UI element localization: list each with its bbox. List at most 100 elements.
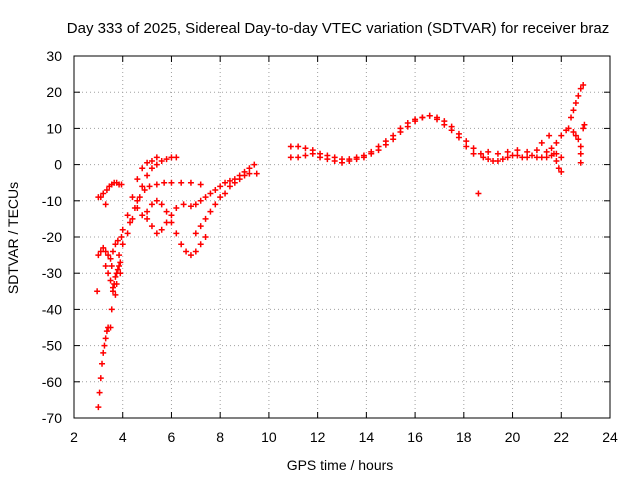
data-point (553, 139, 560, 146)
data-point (217, 183, 224, 190)
data-point (302, 152, 309, 159)
data-point (514, 147, 521, 154)
data-point (153, 161, 160, 168)
data-point (161, 179, 168, 186)
data-point (148, 201, 155, 208)
data-point (212, 186, 219, 193)
data-point (494, 157, 501, 164)
data-point (117, 259, 124, 266)
data-point (448, 127, 455, 134)
y-tick-label: 0 (54, 157, 62, 173)
data-point (178, 241, 185, 248)
x-axis-title: GPS time / hours (287, 457, 394, 473)
y-tick-label: -30 (42, 265, 62, 281)
data-point (100, 349, 107, 356)
series-outlier (475, 190, 482, 197)
data-point (129, 194, 136, 201)
data-point (144, 208, 151, 215)
data-point (477, 150, 484, 157)
data-point (236, 176, 243, 183)
data-point (108, 262, 115, 269)
x-tick-label: 20 (505, 429, 521, 445)
data-point (524, 154, 531, 161)
data-point (295, 143, 302, 150)
data-point (207, 190, 214, 197)
data-point (109, 248, 116, 255)
data-point (360, 154, 367, 161)
data-point (144, 172, 151, 179)
series-evening_drop (550, 150, 565, 175)
data-point (153, 197, 160, 204)
y-tick-label: -60 (42, 374, 62, 390)
data-point (463, 138, 470, 145)
series-rising_arc_a (118, 154, 180, 248)
data-point (246, 165, 253, 172)
y-tick-label: -40 (42, 301, 62, 317)
data-point (295, 154, 302, 161)
data-point (353, 156, 360, 163)
data-point (192, 248, 199, 255)
data-point (548, 145, 555, 152)
data-point (581, 121, 588, 128)
series-dip_arc_upper (144, 205, 180, 237)
data-point (97, 375, 104, 382)
data-point (226, 183, 233, 190)
data-point (226, 177, 233, 184)
data-point (192, 230, 199, 237)
data-point (100, 190, 107, 197)
data-point (163, 208, 170, 215)
data-point (97, 194, 104, 201)
data-point (577, 159, 584, 166)
data-point (202, 194, 209, 201)
data-point (124, 230, 131, 237)
series-dip_arc (134, 197, 209, 259)
data-point (331, 157, 338, 164)
data-point (538, 139, 545, 146)
data-point (144, 215, 151, 222)
y-tick-label: -20 (42, 229, 62, 245)
data-point (514, 152, 521, 159)
data-point (368, 150, 375, 157)
y-tick-label: -10 (42, 193, 62, 209)
data-point (568, 114, 575, 121)
data-point (533, 147, 540, 154)
series-evening_rise (565, 81, 588, 166)
y-tick-labels: 30 20 10 0 -10 -20 -30 -40 -50 -60 -70 (42, 48, 62, 426)
x-tick-label: 24 (602, 429, 618, 445)
data-point (494, 150, 501, 157)
data-point (434, 116, 441, 123)
data-point (324, 156, 331, 163)
data-point (317, 154, 324, 161)
data-point (187, 252, 194, 259)
series-early_cluster (94, 237, 124, 298)
data-point (113, 281, 120, 288)
series-early_low_arc (95, 259, 124, 411)
data-point (94, 288, 101, 295)
data-point (504, 148, 511, 155)
data-point (100, 244, 107, 251)
data-point (550, 150, 557, 157)
x-tick-label: 16 (407, 429, 423, 445)
data-point (577, 85, 584, 92)
data-point (397, 129, 404, 136)
data-point (168, 179, 175, 186)
data-point (241, 172, 248, 179)
data-point (187, 179, 194, 186)
data-point (231, 179, 238, 186)
data-point (108, 306, 115, 313)
data-point (107, 255, 114, 262)
data-point (580, 125, 587, 132)
data-point (543, 154, 550, 161)
data-point (107, 277, 114, 284)
data-point (102, 335, 109, 342)
data-point (222, 179, 229, 186)
data-point (103, 186, 110, 193)
data-point (119, 226, 126, 233)
data-point (144, 159, 151, 166)
series-early_upper_arc (95, 179, 125, 208)
data-point (470, 150, 477, 157)
y-axis-title: SDTVAR / TECUs (5, 182, 21, 294)
x-tick-label: 12 (310, 429, 326, 445)
data-point (116, 252, 123, 259)
x-tick-label: 8 (216, 429, 224, 445)
